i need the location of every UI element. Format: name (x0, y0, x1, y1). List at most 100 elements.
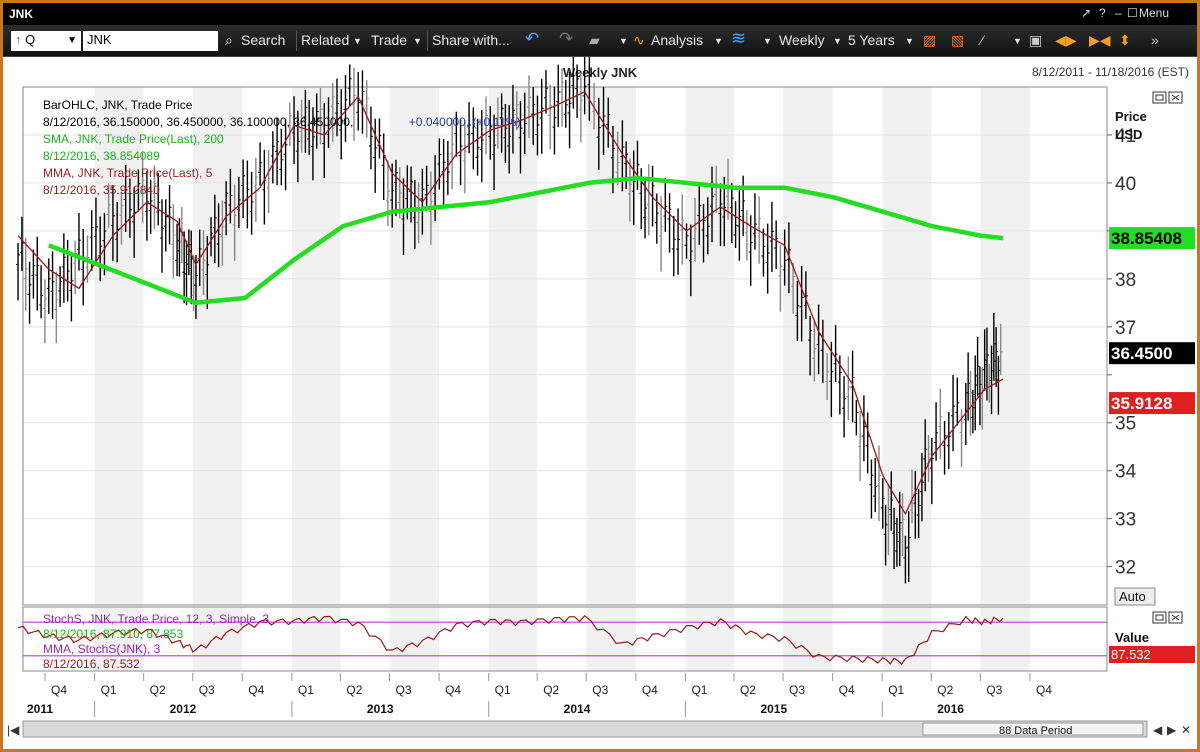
x-tick-label: Q4 (445, 683, 461, 697)
stoch-value-tag (1109, 646, 1195, 663)
y-tick-label: 33 (1115, 510, 1136, 531)
quarter-band (882, 87, 932, 605)
scroll-left-right-icon[interactable]: ◀▶ (1055, 32, 1077, 48)
price-panel-border (22, 86, 1108, 606)
y-tick-label: 35 (1115, 414, 1136, 435)
window-title: JNK (9, 7, 34, 21)
x-tick-label: Q2 (740, 683, 756, 697)
minimize-icon[interactable]: – (1115, 6, 1122, 20)
quarter-band (192, 607, 243, 671)
stoch-line (17, 614, 1004, 666)
chevron-down-icon: ▼ (619, 36, 628, 46)
stoch-panel-border (22, 606, 1108, 672)
auto-scale-button[interactable] (1114, 587, 1156, 606)
more-options-icon[interactable]: » (1151, 32, 1159, 48)
quote-dropdown[interactable]: ↑ Q ▼ (11, 31, 81, 51)
legend-entry: 8/12/2016, 36.150000, 36.450000, 36.1000… (43, 115, 353, 129)
chevron-down-icon: ▼ (833, 36, 842, 46)
legend-entry: MMA, JNK, Trade Price(Last), 5 (43, 166, 213, 180)
undo-icon[interactable]: ↶ (525, 29, 540, 48)
panel-close-icon[interactable] (1168, 91, 1183, 104)
x-year-label: 2013 (367, 702, 394, 716)
scroll-end-icon[interactable]: ✕ (1181, 723, 1191, 737)
chevron-down-icon: ▼ (714, 36, 723, 46)
panel-restore-icon[interactable] (1152, 91, 1167, 104)
symbol-input[interactable]: JNK (83, 31, 218, 51)
stoch-legend-entry: 8/12/2016, 87.532 (43, 657, 140, 671)
help-icon[interactable]: ? (1099, 6, 1106, 20)
quarter-band (980, 87, 1030, 605)
x-tick-label: Q1 (888, 683, 904, 697)
svg-text:36.4500: 36.4500 (1111, 344, 1172, 363)
stoch-value-label: 87.532 (1111, 647, 1151, 662)
stoch-legend-entry: StochS, JNK, Trade Price, 12, 3, Simple,… (43, 612, 269, 626)
stoch-restore-icon[interactable] (1152, 611, 1167, 624)
wave-icon[interactable]: ≋ (731, 28, 747, 48)
range-dropdown[interactable]: 5 Years (848, 32, 895, 48)
quarter-band (980, 607, 1030, 671)
mma-line (17, 91, 1004, 515)
chevron-down-icon: ▼ (413, 36, 422, 46)
sma-line (47, 175, 1004, 306)
quarter-band (783, 87, 833, 605)
x-tick-label: Q3 (789, 683, 805, 697)
quarter-band (291, 87, 341, 605)
line-chart-icon[interactable]: ▨ (923, 32, 937, 48)
price-axis-unit: USD (1115, 127, 1142, 142)
chart-canvas[interactable]: BarOHLC, JNK, Trade Price 8/12/2016, 36.1… (3, 57, 1197, 749)
quarter-band (389, 607, 440, 671)
scroll-up-down-icon[interactable]: ⬍ (1119, 32, 1131, 48)
chevron-down-icon: ▼ (1013, 36, 1022, 46)
legend-entry: BarOHLC, JNK, Trade Price (43, 98, 193, 112)
analysis-menu[interactable]: Analysis (651, 32, 704, 48)
quarter-band (488, 87, 538, 605)
x-tick-label: Q1 (495, 683, 511, 697)
chart-area: Weekly JNK 8/12/2011 - 11/18/2016 (EST) … (3, 57, 1197, 749)
quarter-band (882, 607, 932, 671)
x-tick-label: Q1 (101, 683, 117, 697)
layout-icon[interactable]: ▣ (1029, 32, 1043, 48)
quarter-band (389, 87, 440, 605)
maximize-icon[interactable]: ☐ (1127, 6, 1138, 20)
x-tick-label: Q4 (642, 683, 658, 697)
x-tick-label: Q3 (199, 683, 215, 697)
bar-chart-icon[interactable]: ▧ (951, 32, 965, 48)
scroll-right-icon[interactable]: ▶ (1167, 723, 1177, 737)
draw-icon[interactable]: ⁄ (981, 32, 984, 48)
search-button[interactable]: Search (241, 32, 286, 48)
divider (296, 31, 297, 51)
x-year-label: 2016 (937, 702, 964, 716)
scroll-start-icon[interactable]: |◀ (7, 723, 20, 737)
redo-icon[interactable]: ↷ (559, 29, 574, 48)
scrollbar-thumb[interactable] (922, 722, 1144, 736)
x-tick-label: Q4 (839, 683, 855, 697)
scroll-left-icon[interactable]: ◀ (1153, 723, 1163, 737)
menu-button[interactable]: Menu (1139, 6, 1170, 20)
trade-menu[interactable]: Trade (371, 32, 408, 48)
y-tick-label: 34 (1115, 462, 1137, 483)
time-scrollbar[interactable] (22, 720, 1148, 738)
popout-icon[interactable]: ↗ (1081, 6, 1092, 20)
chevron-down-icon: ▼ (763, 36, 772, 46)
price-axis-title: Price (1115, 109, 1147, 124)
quarter-band (94, 607, 144, 671)
x-year-label: 2014 (564, 702, 591, 716)
y-tick-label: 37 (1115, 318, 1136, 339)
stoch-close-icon[interactable] (1168, 611, 1183, 624)
chevron-down-icon: ▼ (353, 36, 362, 46)
quarter-band (192, 87, 243, 605)
folder-icon[interactable]: ▰ (589, 32, 600, 48)
zoom-in-icon[interactable]: ▶◀ (1089, 32, 1111, 48)
x-tick-label: Q1 (298, 683, 314, 697)
mma-price-tag: 35.9128 (1109, 392, 1195, 415)
x-tick-label: Q2 (543, 683, 559, 697)
x-tick-label: Q1 (691, 683, 707, 697)
sma-price-tag: 38.85408 (1109, 227, 1195, 250)
period-dropdown[interactable]: Weekly (779, 32, 825, 48)
quote-label: Q (25, 32, 36, 47)
search-icon[interactable]: ⌕ (225, 32, 233, 48)
share-menu[interactable]: Share with... (432, 32, 510, 48)
related-menu[interactable]: Related (301, 32, 350, 48)
x-tick-label: Q2 (150, 683, 166, 697)
svg-text:35.9128: 35.9128 (1111, 394, 1172, 413)
